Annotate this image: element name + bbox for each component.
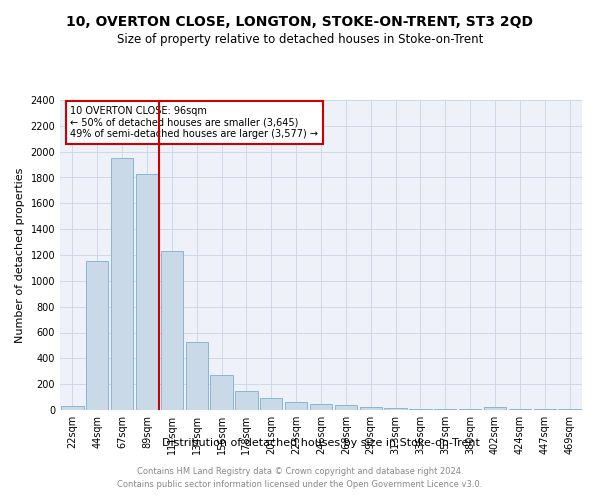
Text: Contains public sector information licensed under the Open Government Licence v3: Contains public sector information licen… — [118, 480, 482, 489]
Text: Distribution of detached houses by size in Stoke-on-Trent: Distribution of detached houses by size … — [162, 438, 480, 448]
Bar — [335, 406, 357, 410]
Bar — [61, 406, 83, 410]
Bar — [235, 390, 257, 410]
Bar — [285, 402, 307, 410]
Bar — [86, 262, 109, 410]
Y-axis label: Number of detached properties: Number of detached properties — [15, 168, 25, 342]
Bar — [161, 251, 183, 410]
Bar — [359, 408, 382, 410]
Bar — [211, 375, 233, 410]
Text: Size of property relative to detached houses in Stoke-on-Trent: Size of property relative to detached ho… — [117, 32, 483, 46]
Bar — [385, 408, 407, 410]
Text: 10, OVERTON CLOSE, LONGTON, STOKE-ON-TRENT, ST3 2QD: 10, OVERTON CLOSE, LONGTON, STOKE-ON-TRE… — [67, 15, 533, 29]
Text: 10 OVERTON CLOSE: 96sqm
← 50% of detached houses are smaller (3,645)
49% of semi: 10 OVERTON CLOSE: 96sqm ← 50% of detache… — [70, 106, 319, 140]
Bar — [484, 408, 506, 410]
Bar — [111, 158, 133, 410]
Bar — [260, 398, 283, 410]
Bar — [185, 342, 208, 410]
Bar — [310, 404, 332, 410]
Text: Contains HM Land Registry data © Crown copyright and database right 2024.: Contains HM Land Registry data © Crown c… — [137, 467, 463, 476]
Bar — [136, 174, 158, 410]
